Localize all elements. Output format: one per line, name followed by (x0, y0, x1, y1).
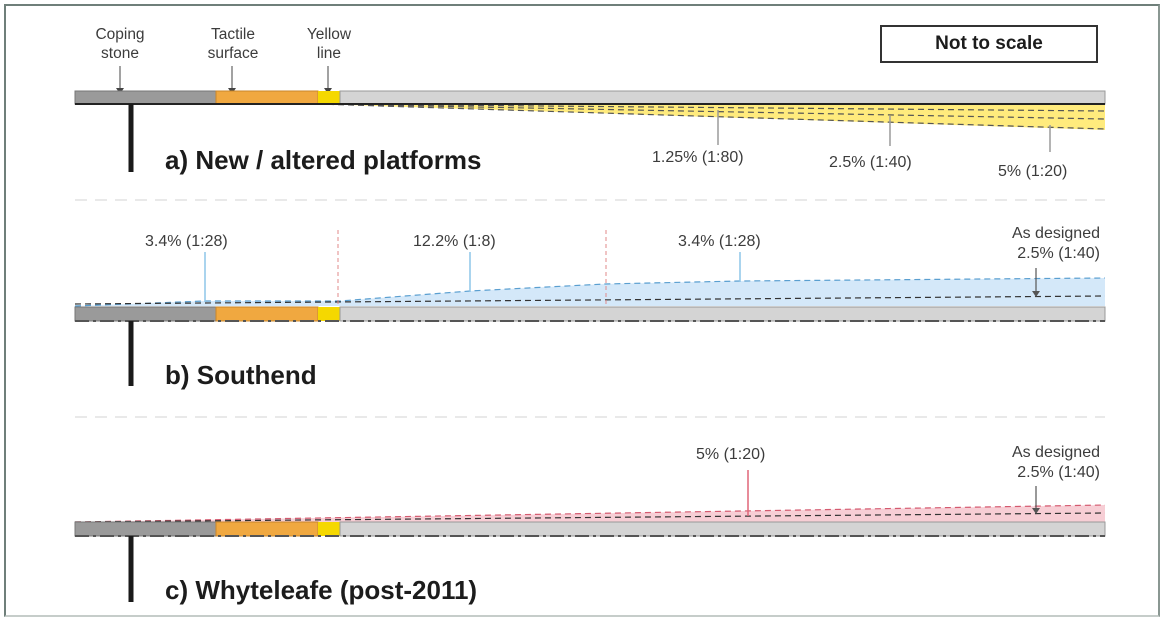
as-is-profile-c (74, 504, 1106, 523)
panel-c-title: c) Whyteleafe (post-2011) (165, 575, 478, 605)
annotation-c2: As designed 2.5% (1:40) (1011, 444, 1100, 481)
annotation-a2: 2.5% (1:40) (829, 154, 912, 171)
annotation-b3: 3.4% (1:28) (678, 233, 761, 250)
fall-line-5 (317, 103, 1106, 130)
panel-a-section (74, 66, 1106, 172)
yellow-line-b (318, 307, 340, 321)
legend-tactile-surface: Tactile surface (207, 26, 259, 62)
leader-c2-head (1032, 508, 1040, 514)
legend-coping-stone: Coping stone (95, 26, 145, 62)
platform-surface-b (339, 306, 1106, 322)
legend-yellow-line: Yellow line (306, 26, 352, 62)
platform-surface-c (339, 521, 1106, 537)
not-to-scale-note: Not to scale (880, 25, 1098, 63)
tactile-surface-b (215, 306, 319, 322)
tactile-surface-a (215, 90, 319, 105)
leader-b4-head (1032, 291, 1040, 297)
annotation-c1: 5% (1:20) (696, 446, 766, 463)
annotation-b2: 12.2% (1:8) (413, 233, 496, 250)
fall-line-1-25 (317, 103, 1106, 112)
platform-surface-a (339, 90, 1106, 105)
yellow-line-a (318, 91, 340, 104)
design-line-c (74, 512, 1106, 523)
design-line-b (74, 295, 1106, 305)
panel-a-title: a) New / altered platforms (165, 145, 482, 175)
coping-stone-b (74, 306, 217, 322)
yellow-line-c (318, 522, 340, 536)
coping-stone-a (74, 90, 217, 105)
panel-b-title: b) Southend (165, 360, 317, 390)
fall-wedge-b (75, 278, 1105, 306)
fall-line-2-5 (317, 103, 1106, 120)
annotation-a1: 1.25% (1:80) (652, 149, 744, 166)
annotation-b4: As designed 2.5% (1:40) (1011, 225, 1100, 262)
panel-c-section (74, 470, 1106, 602)
coping-stone-c (74, 521, 217, 537)
annotation-a3: 5% (1:20) (998, 163, 1068, 180)
annotation-b1: 3.4% (1:28) (145, 233, 228, 250)
tactile-surface-c (215, 521, 319, 537)
panel-b-section (74, 230, 1106, 386)
